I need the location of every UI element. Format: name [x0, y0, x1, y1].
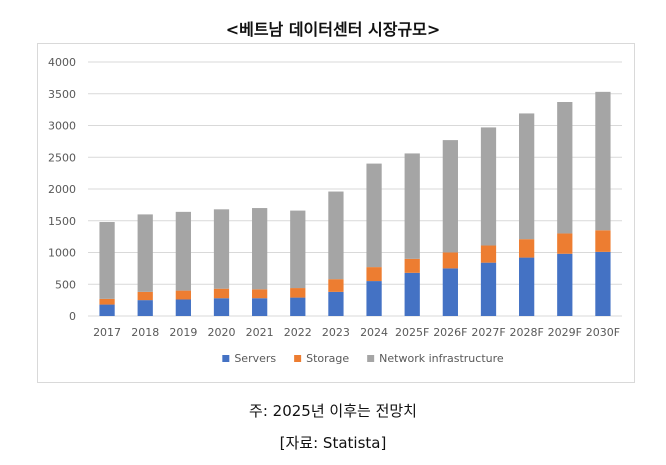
bar-servers-2022 — [290, 297, 306, 316]
chart-title: <베트남 데이터센터 시장규모> — [225, 20, 441, 39]
y-tick-label: 3500 — [48, 88, 76, 101]
bar-servers-2025F — [404, 272, 420, 316]
bar-network-2027F — [480, 127, 497, 246]
bar-storage-2026F — [442, 252, 458, 269]
bar-storage-2027F — [480, 245, 497, 263]
x-tick-label: 2023 — [322, 326, 350, 339]
bar-storage-2029F — [557, 233, 573, 254]
bar-storage-2023 — [328, 279, 344, 292]
y-tick-label: 4000 — [48, 56, 76, 69]
bar-servers-2019 — [175, 299, 191, 316]
bar-storage-2017 — [99, 298, 115, 305]
x-tick-label: 2024 — [360, 326, 388, 339]
chart-frame: 0 500 1000 1500 2000 2500 3000 3500 4000 2017 2018… — [37, 43, 635, 383]
x-tick-label: 2026F — [433, 326, 467, 339]
bar-storage-2018 — [137, 291, 153, 301]
bar-network-2020 — [213, 209, 230, 289]
bar-storage-2021 — [252, 289, 268, 299]
bar-servers-2017 — [99, 304, 115, 316]
bar-network-2018 — [137, 214, 153, 292]
bar-storage-2025F — [404, 258, 420, 273]
bar-servers-2020 — [213, 298, 230, 316]
bar-network-2024 — [366, 163, 382, 268]
bar-servers-2027F — [480, 262, 497, 316]
x-tick-label: 2017 — [93, 326, 121, 339]
x-tick-label: 2027F — [471, 326, 505, 339]
source-credit: [자료: Statista] — [279, 434, 387, 452]
x-tick-label: 2019 — [169, 326, 197, 339]
bar-storage-2024 — [366, 267, 382, 282]
forecast-note: 주: 2025년 이후는 전망치 — [249, 402, 417, 420]
bar-servers-2024 — [366, 281, 382, 316]
bar-storage-2020 — [213, 288, 230, 299]
bar-servers-2021 — [252, 298, 268, 316]
bar-servers-2028F — [519, 257, 535, 316]
x-tick-label: 2020 — [208, 326, 236, 339]
y-tick-label: 500 — [55, 278, 76, 291]
bar-network-2023 — [328, 191, 344, 280]
x-tick-label: 2018 — [131, 326, 159, 339]
legend-swatch-servers — [222, 355, 230, 362]
bar-storage-2028F — [519, 239, 535, 258]
y-tick-label: 1000 — [48, 247, 76, 260]
bar-servers-2030F — [595, 251, 611, 316]
bar-network-2030F — [595, 91, 611, 231]
x-tick-label: 2025F — [395, 326, 429, 339]
bar-network-2021 — [252, 208, 268, 290]
x-tick-label: 2030F — [586, 326, 620, 339]
legend-label: Storage — [306, 352, 349, 365]
x-tick-label: 2029F — [548, 326, 582, 339]
stacked-bar-chart: 0 500 1000 1500 2000 2500 3000 3500 4000 2017 2018… — [48, 56, 622, 365]
x-tick-label: 2022 — [284, 326, 312, 339]
x-tick-label: 2021 — [246, 326, 274, 339]
legend-label: Servers — [234, 352, 276, 365]
bar-network-2028F — [519, 113, 535, 240]
legend-swatch-storage — [294, 355, 302, 362]
bar-storage-2019 — [175, 290, 191, 300]
bar-storage-2022 — [290, 288, 306, 298]
bar-storage-2030F — [595, 230, 611, 252]
y-tick-label: 2500 — [48, 151, 76, 164]
bar-network-2025F — [404, 153, 420, 259]
bar-network-2017 — [99, 222, 115, 299]
bar-servers-2026F — [442, 268, 458, 316]
bar-network-2029F — [557, 102, 573, 234]
x-tick-label: 2028F — [509, 326, 543, 339]
bar-network-2019 — [175, 211, 191, 291]
y-tick-label: 1500 — [48, 215, 76, 228]
y-tick-label: 0 — [69, 310, 76, 323]
y-tick-label: 2000 — [48, 183, 76, 196]
bar-servers-2023 — [328, 291, 344, 316]
bar-servers-2029F — [557, 253, 573, 316]
bar-network-2022 — [290, 210, 306, 289]
y-tick-label: 3000 — [48, 120, 76, 133]
legend-swatch-network — [367, 355, 375, 362]
bar-network-2026F — [442, 140, 458, 253]
bar-servers-2018 — [137, 300, 153, 316]
legend-label: Network infrastructure — [379, 352, 504, 365]
